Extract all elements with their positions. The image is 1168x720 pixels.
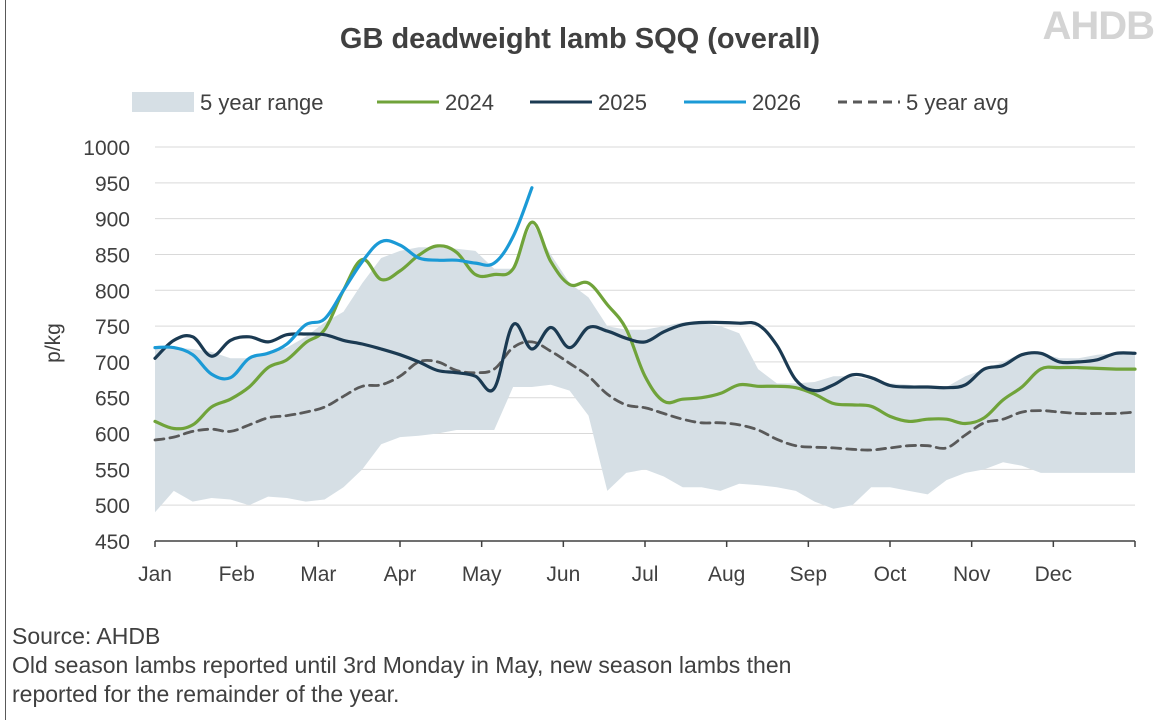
x-tick-label: Jul	[632, 563, 659, 586]
x-tick-label: Dec	[1035, 563, 1072, 586]
y-tick-label: 750	[95, 316, 130, 339]
y-tick-label: 1000	[83, 137, 130, 160]
x-tick-label: Feb	[219, 563, 255, 586]
chart-title: GB deadweight lamb SQQ (overall)	[340, 23, 820, 55]
chart-frame-left-border	[5, 0, 6, 720]
methodology-note-line-2: reported for the remainder of the year.	[12, 681, 400, 707]
x-tick-label: Jun	[546, 563, 580, 586]
x-tick-label: Aug	[708, 563, 745, 586]
y-tick-label: 550	[95, 459, 130, 482]
y-tick-label: 450	[95, 531, 130, 554]
legend-label: 5 year avg	[906, 90, 1009, 115]
series-2025-line	[153, 320, 1137, 393]
legend-item-2025: 2025	[530, 90, 647, 115]
y-tick-label: 500	[95, 495, 130, 518]
series-2026-line	[153, 186, 534, 381]
y-tick-label: 800	[95, 280, 130, 303]
methodology-note-line-1: Old season lambs reported until 3rd Mond…	[12, 652, 792, 678]
y-tick-label: 650	[95, 388, 130, 411]
y-tick-label: 700	[95, 352, 130, 375]
legend-item-five-year-avg: 5 year avg	[838, 90, 1009, 115]
y-axis: 450 500 550 600 650 700 750 800 850 900 950 1000	[83, 137, 130, 554]
y-tick-label: 850	[95, 244, 130, 267]
legend-label: 2025	[598, 90, 647, 115]
x-axis: Jan Feb Mar Apr May Jun Jul Aug Sep Oct Nov Dec	[138, 540, 1136, 586]
chart-footer: Source: AHDB Old season lambs reported u…	[12, 622, 791, 709]
legend-label: 2024	[445, 90, 494, 115]
ahdb-logo: AHDB	[1042, 4, 1155, 48]
range-band-layer	[155, 222, 1135, 513]
x-tick-label: Mar	[300, 563, 336, 586]
x-tick-label: Sep	[790, 563, 827, 586]
legend-item-five-year-range: 5 year range	[132, 90, 324, 115]
legend-label: 2026	[752, 90, 801, 115]
x-tick-label: Oct	[874, 563, 907, 586]
y-tick-label: 600	[95, 424, 130, 447]
y-tick-label: 900	[95, 209, 130, 232]
series-lines-layer	[153, 186, 1137, 452]
y-axis-label: p/kg	[42, 323, 65, 363]
five-year-avg-line	[153, 340, 1137, 452]
x-tick-label: Jan	[138, 563, 172, 586]
y-tick-label: 950	[95, 173, 130, 196]
line-chart: GB deadweight lamb SQQ (overall) 5 year …	[42, 23, 1137, 586]
legend-item-2024: 2024	[377, 90, 494, 115]
x-tick-label: May	[462, 563, 502, 586]
five-year-range-band	[155, 222, 1135, 513]
legend-item-2026: 2026	[684, 90, 801, 115]
legend-label: 5 year range	[200, 90, 324, 115]
x-tick-label: Nov	[953, 563, 991, 586]
source-note: Source: AHDB	[12, 623, 161, 649]
chart-legend: 5 year range 2024 2025 2026 5 year avg	[132, 90, 1009, 115]
x-tick-label: Apr	[384, 563, 417, 586]
legend-swatch	[132, 92, 194, 112]
